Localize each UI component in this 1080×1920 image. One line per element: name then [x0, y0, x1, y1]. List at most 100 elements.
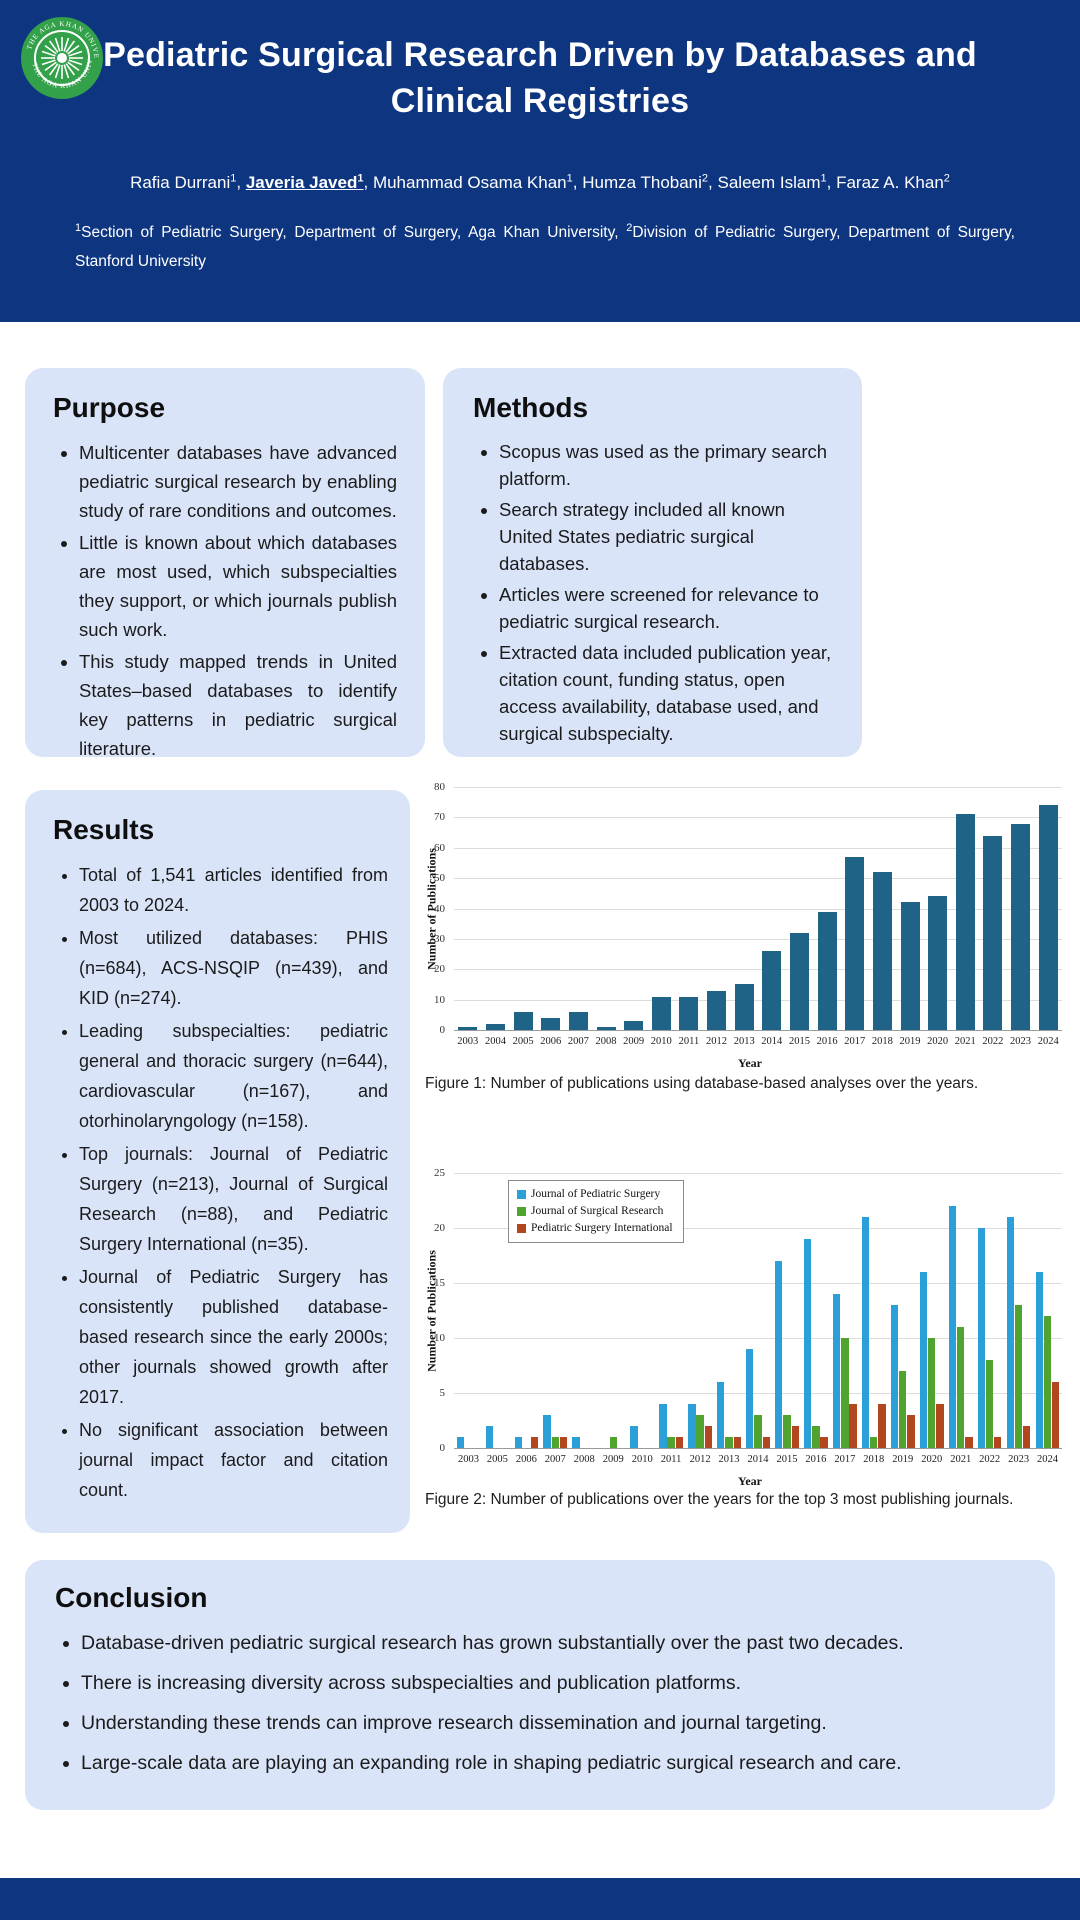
- gridline: [454, 1283, 1062, 1284]
- purpose-section: Purpose Multicenter databases have advan…: [25, 368, 425, 759]
- y-axis-tick-label: 25: [434, 1167, 445, 1179]
- bar-2006: [514, 1437, 522, 1448]
- author-name: Rafia Durrani1: [130, 172, 237, 192]
- x-axis-tick-label: 2020: [921, 1454, 943, 1465]
- x-axis-tick-label: 2007: [544, 1454, 566, 1465]
- bullet-item: Extracted data included publication year…: [499, 639, 836, 747]
- bar-2017: [849, 1404, 857, 1448]
- bar-2022: [977, 1228, 986, 1448]
- bar-2008: [572, 1437, 580, 1448]
- bullet-item: Journal of Pediatric Surgery has consist…: [79, 1262, 388, 1412]
- bar-2014: [762, 951, 782, 1030]
- gridline: [454, 817, 1062, 819]
- x-axis-tick-label: 2023: [1008, 1454, 1030, 1465]
- author-name: Humza Thobani2: [582, 172, 709, 192]
- bullet-item: Top journals: Journal of Pediatric Surge…: [79, 1139, 388, 1259]
- x-axis-tick-label: 2006: [540, 1036, 562, 1047]
- bullet-item: Articles were screened for relevance to …: [499, 581, 836, 635]
- purpose-heading: Purpose: [53, 392, 166, 423]
- x-axis-tick-label: 2022: [982, 1036, 1004, 1047]
- y-axis-tick-label: 15: [434, 1277, 445, 1289]
- figure2-grouped-bar-chart: 0 5 10 15 20 25 2003 2005 2006 2007 2008 2009 2010 20…: [420, 1150, 1080, 1495]
- figure2-caption: Figure 2: Number of publications over th…: [425, 1491, 1014, 1508]
- gridline: [454, 1030, 1062, 1031]
- bullet-item: This study mapped trends in United State…: [79, 647, 397, 763]
- bar-2015: [783, 1415, 791, 1448]
- gridline: [454, 969, 1062, 971]
- gridline: [454, 878, 1062, 880]
- bar-2016: [812, 1426, 820, 1448]
- bar-2022: [983, 835, 1003, 1030]
- conclusion-bullet-list: Database-driven pediatric surgical resea…: [55, 1630, 1025, 1777]
- bar-2009: [624, 1020, 644, 1030]
- methods-section: Methods Scopus was used as the primary s…: [443, 368, 862, 757]
- bar-2015: [775, 1261, 783, 1448]
- figure1-caption: Figure 1: Number of publications using d…: [425, 1075, 979, 1092]
- x-axis-tick-label: 2006: [515, 1454, 537, 1465]
- bar-2003: [456, 1437, 464, 1448]
- y-axis-title: Number of Publications: [424, 1249, 439, 1372]
- x-axis-tick-label: 2009: [623, 1036, 645, 1047]
- bar-2021: [948, 1206, 957, 1448]
- x-axis-tick-label: 2008: [573, 1454, 595, 1465]
- bar-2021: [955, 814, 975, 1030]
- conclusion-heading: Conclusion: [55, 1582, 208, 1613]
- figure1-bar-chart: 0 10 20 30 40 50 60 70 80 2003 2004 2005 2006 2007 200…: [420, 770, 1080, 1070]
- gridline: [454, 1173, 1062, 1174]
- poster-title: Pediatric Surgical Research Driven by Da…: [0, 32, 1080, 124]
- bar-2012: [688, 1404, 696, 1448]
- x-axis-tick-label: 2019: [892, 1454, 914, 1465]
- bullet-item: Search strategy included all known Unite…: [499, 496, 836, 577]
- bar-2021: [957, 1327, 965, 1448]
- bar-2018: [870, 1437, 878, 1448]
- y-axis-tick-label: 20: [434, 1222, 445, 1234]
- y-axis-tick-label: 30: [434, 932, 445, 945]
- y-axis-tick-label: 0: [439, 1024, 446, 1036]
- bar-2018: [872, 872, 892, 1030]
- x-axis-tick-label: 2003: [457, 1036, 479, 1047]
- y-axis-tick-label: 20: [434, 963, 445, 976]
- x-axis-tick-label: 2021: [950, 1454, 972, 1465]
- bar-2009: [609, 1437, 617, 1448]
- x-axis-tick-label: 2018: [863, 1454, 885, 1465]
- bar-2007: [551, 1437, 559, 1448]
- bar-2014: [754, 1415, 762, 1448]
- x-axis-tick-label: 2014: [761, 1036, 783, 1047]
- bar-2024: [1043, 1316, 1052, 1448]
- bar-2014: [746, 1349, 754, 1448]
- x-axis-tick-label: 2005: [486, 1454, 508, 1465]
- x-axis-tick-label: 2012: [706, 1036, 727, 1047]
- bar-2003: [458, 1027, 478, 1030]
- bar-2017: [841, 1338, 849, 1448]
- legend-entry: Pediatric Surgery International: [517, 1220, 673, 1237]
- bar-2016: [804, 1239, 812, 1448]
- y-axis-tick-label: 80: [434, 781, 445, 793]
- bullet-item: Understanding these trends can improve r…: [81, 1710, 1025, 1737]
- bar-2012: [696, 1415, 704, 1448]
- x-axis-tick-label: 2007: [567, 1036, 589, 1047]
- x-axis-tick-label: 2024: [1037, 1036, 1059, 1047]
- chart-legend: Journal of Pediatric Surgery Journal of S…: [508, 1180, 684, 1243]
- bullet-item: Most utilized databases: PHIS (n=684), A…: [79, 923, 388, 1013]
- x-axis-tick-label: 2022: [979, 1454, 1001, 1465]
- x-axis-title: Year: [738, 1056, 762, 1070]
- x-axis-tick-label: 2015: [776, 1454, 798, 1465]
- bar-2019: [907, 1415, 915, 1448]
- bullet-item: Large-scale data are playing an expandin…: [81, 1750, 1025, 1777]
- results-bullet-list: Total of 1,541 articles identified from …: [53, 860, 388, 1505]
- legend-label: Journal of Pediatric Surgery: [531, 1188, 661, 1200]
- bullet-item: Leading subspecialties: pediatric genera…: [79, 1016, 388, 1136]
- bar-2012: [707, 990, 726, 1030]
- bullet-item: Multicenter databases have advanced pedi…: [79, 438, 397, 525]
- authors-line: Rafia Durrani1, Javeria Javed1, Muhammad…: [130, 172, 950, 192]
- bar-2013: [734, 984, 754, 1030]
- bar-2011: [679, 996, 699, 1030]
- bar-2017: [833, 1294, 841, 1448]
- legend-label: Pediatric Surgery International: [531, 1222, 673, 1234]
- author-name: Faraz A. Khan2: [836, 172, 950, 192]
- y-axis-tick-label: 10: [434, 1332, 445, 1344]
- bar-2013: [717, 1382, 725, 1448]
- bar-2021: [965, 1437, 973, 1448]
- bar-2018: [878, 1404, 886, 1448]
- bar-2023: [1023, 1426, 1031, 1448]
